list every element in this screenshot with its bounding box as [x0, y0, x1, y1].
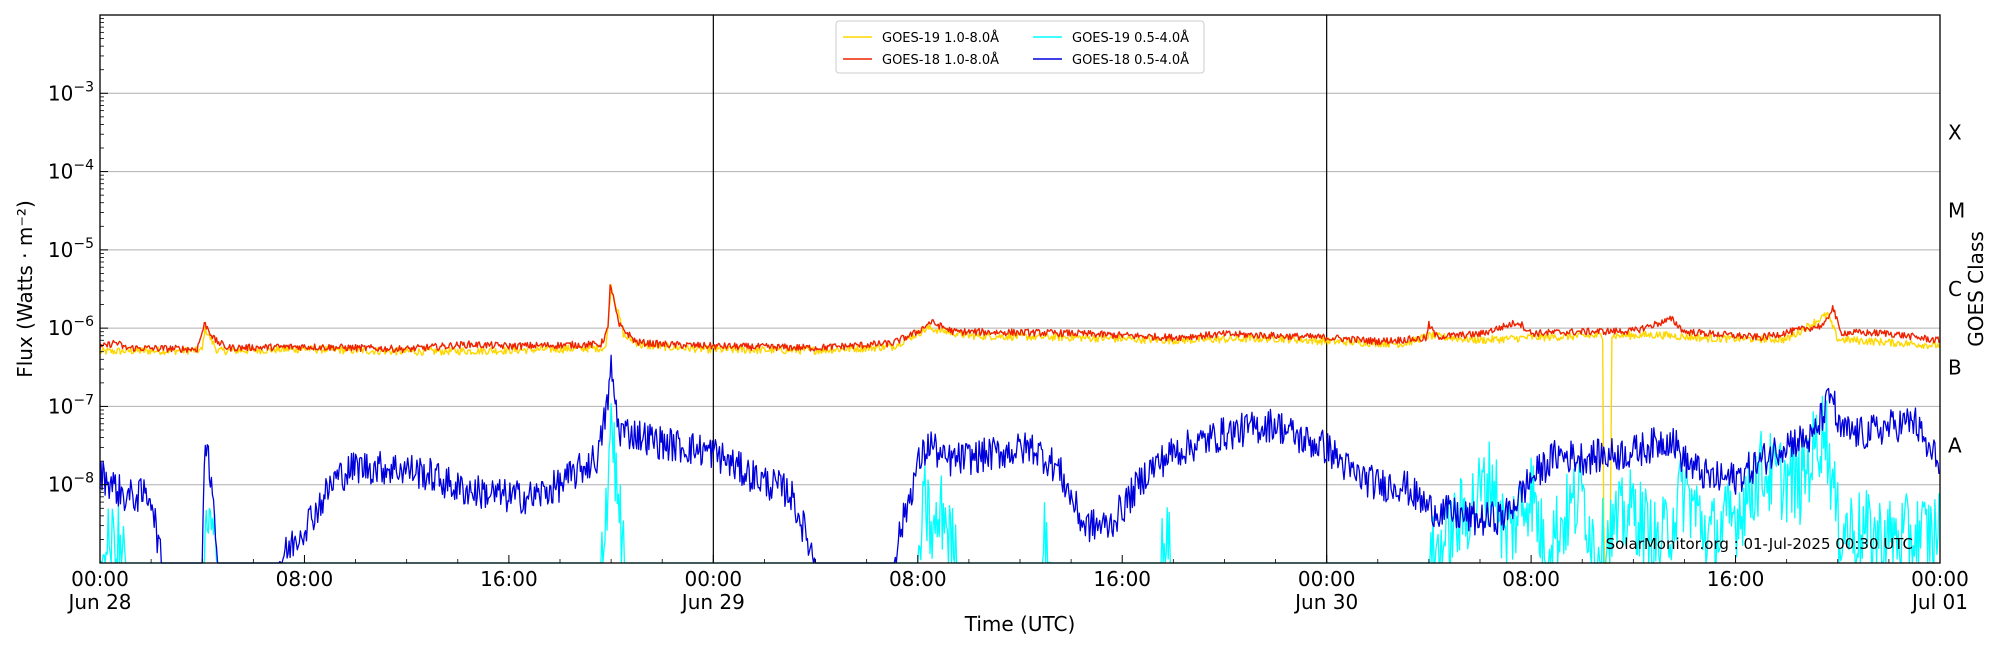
- x-tick-label-date-0: Jun 28: [66, 590, 131, 614]
- goes-class-label-c: C: [1948, 277, 1962, 301]
- x-tick-label-time-2: 16:00: [480, 567, 538, 591]
- x-tick-label-time-1: 08:00: [276, 567, 334, 591]
- goes-class-label-m: M: [1948, 199, 1965, 223]
- y-tick-label-0: 10−8: [48, 471, 94, 497]
- right-axis-title: GOES Class: [1964, 231, 1988, 347]
- legend-label-goes19-long: GOES-19 1.0-8.0Å: [882, 30, 999, 46]
- y-tick-label-5: 10−3: [48, 79, 94, 105]
- goes-class-labels: A B C M X: [1948, 120, 1965, 457]
- y-tick-label-3: 10−5: [48, 236, 94, 262]
- x-tick-label-time-4: 08:00: [889, 567, 947, 591]
- x-axis-title: Time (UTC): [964, 612, 1076, 636]
- day-boundary-lines: [712, 15, 1328, 563]
- x-tick-label-time-5: 16:00: [1093, 567, 1151, 591]
- y-axis-ticks: 10−8 10−7 10−6 10−5 10−4 10−3: [48, 18, 108, 540]
- x-tick-label-time-8: 16:00: [1707, 567, 1765, 591]
- x-tick-label-date-3: Jun 29: [680, 590, 745, 614]
- grid-lines: [100, 92, 1940, 486]
- x-tick-label-date-9: Jul 01: [1910, 590, 1968, 614]
- series-line-1: [99, 284, 1940, 354]
- goes-class-label-x: X: [1948, 120, 1962, 144]
- legend-box: [835, 20, 1205, 74]
- x-tick-label-time-9: 00:00: [1911, 567, 1969, 591]
- x-tick-label-time-0: 00:00: [71, 567, 129, 591]
- legend: GOES-19 1.0-8.0Å GOES-18 1.0-8.0Å GOES-1…: [835, 20, 1205, 74]
- credit-text: SolarMonitor.org : 01-Jul-2025 00:30 UTC: [1606, 535, 1913, 553]
- legend-label-goes18-short: GOES-18 0.5-4.0Å: [1072, 52, 1189, 68]
- series-line-3: [99, 354, 1940, 564]
- y-tick-label-2: 10−6: [48, 314, 94, 340]
- y-tick-label-4: 10−4: [48, 158, 94, 184]
- legend-label-goes19-short: GOES-19 0.5-4.0Å: [1072, 30, 1189, 46]
- goes-class-label-b: B: [1948, 355, 1962, 379]
- x-tick-label-time-3: 00:00: [685, 567, 743, 591]
- x-tick-label-time-7: 08:00: [1502, 567, 1560, 591]
- legend-label-goes18-long: GOES-18 1.0-8.0Å: [882, 52, 999, 68]
- y-axis-title: Flux (Watts · m⁻²): [13, 200, 37, 378]
- x-tick-label-date-6: Jun 30: [1293, 590, 1358, 614]
- goes-class-label-a: A: [1948, 434, 1962, 458]
- y-tick-label-1: 10−7: [48, 392, 94, 418]
- x-tick-label-time-6: 00:00: [1298, 567, 1356, 591]
